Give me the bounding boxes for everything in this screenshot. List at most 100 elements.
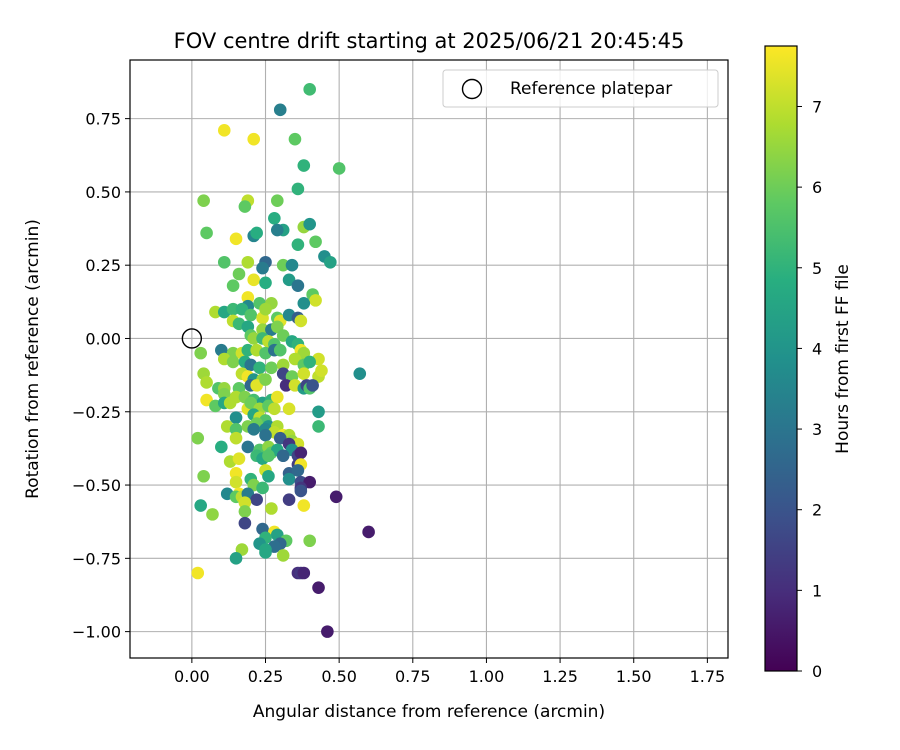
colorbar-tick-label: 1 [812,581,822,600]
y-tick-label: −0.50 [72,476,121,495]
data-point [229,232,243,246]
colorbar-label: Hours from first FF file [833,264,853,454]
data-point [303,475,316,489]
data-point [297,367,311,380]
data-point [270,223,284,237]
legend-label-reference-platepar: Reference platepar [510,79,672,99]
data-point [229,552,243,565]
data-point [197,194,210,208]
data-point [241,440,255,454]
data-point [238,505,252,518]
data-point [297,297,311,310]
data-point [191,431,205,445]
data-point [294,484,308,498]
colorbar-ticks: 0 1 2 3 4 5 6 7 [797,97,822,681]
reference-platepar-marker [181,328,203,349]
colorbar-tick-label: 3 [812,420,822,439]
x-tick-label: 0.50 [321,667,357,686]
data-point [265,502,278,515]
data-point [265,361,278,375]
data-point [332,162,346,175]
data-point [259,373,272,386]
data-point [276,329,290,342]
data-point [229,411,243,424]
data-point [244,308,258,322]
data-point [303,83,316,96]
data-point [241,255,255,269]
data-point [256,323,269,336]
legend-box [442,69,719,108]
data-point [270,390,284,404]
data-point [276,549,290,562]
colorbar: 0 1 2 3 4 5 6 7 Hours from first FF file [764,45,853,681]
data-point [250,493,263,507]
legend-marker-open-circle [461,78,483,100]
data-point [241,343,255,357]
data-point [253,361,266,375]
colorbar-tick-label: 4 [812,339,822,358]
data-point [321,625,334,638]
data-point [256,261,269,275]
data-point [282,273,296,287]
data-point [294,314,308,328]
data-point [238,516,252,530]
data-point [262,469,275,483]
colorbar-tick-label: 7 [812,97,822,116]
data-point [259,428,272,442]
x-axis-ticks: 0.00 0.25 0.50 0.75 1.00 1.25 1.50 1.75 [174,658,725,686]
data-point [262,449,275,463]
x-tick-label: 1.50 [616,667,652,686]
data-point [282,472,296,486]
data-point [312,405,325,419]
data-point [291,182,305,196]
data-point [194,499,207,512]
data-point [229,467,243,480]
colorbar-tick-label: 2 [812,501,822,520]
data-point [259,546,272,559]
data-point [279,379,293,392]
data-point [238,496,252,509]
data-point [273,431,287,445]
plot-area-frame [129,59,729,659]
data-point [329,490,343,504]
data-point [276,358,290,372]
data-point [306,379,319,392]
x-tick-label: 0.25 [248,667,284,686]
data-point [285,258,299,272]
data-point [288,132,302,146]
data-point [268,402,281,416]
data-point [200,376,213,389]
data-point [303,355,316,369]
data-point [200,393,213,407]
data-point [226,279,240,293]
chart-title: FOV centre drift starting at 2025/06/21 … [174,29,685,53]
data-point [229,423,243,436]
data-points [181,83,375,638]
data-point [191,566,205,580]
data-point [241,291,255,304]
data-point [362,525,375,539]
data-point [291,464,305,477]
data-point [215,440,228,454]
data-point [273,103,287,117]
data-point [250,226,263,240]
x-tick-label: 1.25 [542,667,578,686]
data-point [294,446,308,460]
data-point [259,276,272,290]
data-point [247,273,261,287]
data-point [303,217,316,231]
x-tick-label: 0.75 [395,667,431,686]
data-point [309,294,322,307]
data-point [297,566,311,580]
y-tick-label: 0.00 [85,329,121,348]
data-point [282,493,296,507]
data-point [291,238,305,251]
data-point [268,211,281,225]
data-point [209,305,222,319]
data-point [256,481,269,495]
data-point [235,302,249,316]
legend: Reference platepar [442,69,719,108]
colorbar-tick-label: 5 [812,259,822,278]
data-point [229,475,243,489]
